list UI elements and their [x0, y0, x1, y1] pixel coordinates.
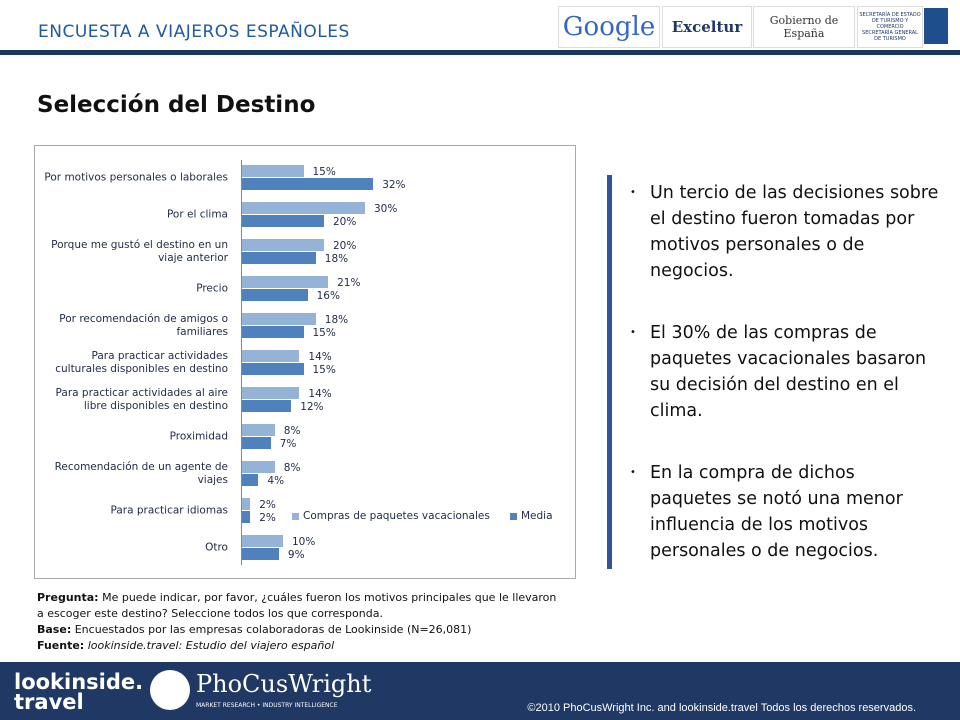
bar — [242, 363, 304, 375]
label: Base: — [37, 623, 72, 636]
bar — [242, 165, 304, 177]
value-label: 10% — [292, 536, 316, 548]
logo-icon — [924, 8, 948, 44]
bar — [242, 424, 275, 436]
bullet-text: • El 30% de las compras de paquetes vacac… — [630, 320, 940, 424]
bar — [242, 548, 279, 560]
logo-text: travel — [14, 690, 84, 714]
chart-frame — [34, 145, 576, 579]
header-title: ENCUESTA A VIAJEROS ESPAÑOLES — [38, 22, 350, 42]
bar — [242, 511, 251, 523]
logo-icon — [150, 670, 190, 710]
bar — [242, 276, 329, 288]
label: Pregunta: — [37, 591, 99, 604]
value-label: 18% — [324, 253, 349, 265]
text: Encuestados por las empresas colaborador… — [74, 623, 472, 636]
value-label: 18% — [324, 314, 349, 326]
category-label: Recomendación de un agente de viajes — [54, 461, 228, 486]
bar — [242, 289, 308, 301]
category-label: Precio — [196, 282, 228, 295]
category-label: Para practicar actividades al aire libre… — [55, 387, 228, 412]
value-label: 8% — [283, 462, 301, 474]
value-label: 9% — [287, 549, 305, 561]
value-label: 12% — [300, 401, 324, 413]
value-label: 14% — [308, 388, 332, 400]
bullet-dot: • — [630, 327, 636, 338]
copyright: ©2010 PhoCusWright Inc. and lookinside.t… — [527, 702, 916, 714]
category-label: Por recomendación de amigos o familiares — [59, 313, 228, 338]
axis-line — [241, 160, 242, 565]
legend-swatch — [510, 513, 517, 520]
value-label: 8% — [283, 425, 301, 437]
value-label: 15% — [312, 364, 336, 376]
category-label: Porque me gustó el destino en un viaje a… — [51, 239, 228, 264]
logo: SECRETARÍA DE ESTADO DE TURISMO Y COMERC… — [857, 6, 923, 48]
bar — [242, 474, 259, 486]
category-label: Proximidad — [169, 430, 228, 443]
footer-logo: lookinside. travel — [14, 670, 144, 714]
value-label: 16% — [316, 290, 340, 302]
bar — [242, 461, 275, 473]
text: lookinside.travel: Estudio del viajero e… — [87, 639, 335, 652]
category-label: Otro — [205, 541, 228, 554]
value-label: 15% — [312, 166, 336, 178]
logo: Exceltur — [662, 6, 752, 48]
header-rule — [0, 50, 960, 55]
bar — [242, 215, 324, 227]
logo-text: SECRETARÍA DE ESTADO DE TURISMO Y COMERC… — [859, 12, 921, 30]
bar — [242, 350, 300, 362]
value-label: 21% — [337, 277, 361, 289]
category-label: Para practicar idiomas — [110, 504, 228, 517]
value-label: 2% — [259, 499, 276, 511]
footer-logo: PhoCusWright — [196, 670, 372, 698]
bar — [242, 313, 316, 325]
logo: Gobierno de España — [753, 6, 855, 48]
footer: lookinside. travel PhoCusWright MARKET R… — [0, 662, 960, 720]
value-label: 4% — [267, 475, 285, 487]
bar — [242, 437, 271, 449]
bar — [242, 535, 283, 547]
bullet-text: • Un tercio de las decisiones sobre el de… — [630, 180, 940, 284]
bullet-dot: • — [630, 187, 636, 198]
logo-text: lookinside. — [14, 670, 144, 694]
value-label: 15% — [312, 327, 336, 339]
category-label: Por motivos personales o laborales — [44, 171, 228, 184]
label: Fuente: — [37, 639, 85, 652]
category-label: Para practicar actividades culturales di… — [55, 350, 228, 375]
value-label: 20% — [333, 216, 357, 228]
legend-label: Media — [521, 510, 553, 522]
bar — [242, 239, 324, 251]
bar — [242, 178, 374, 190]
bar — [242, 202, 365, 214]
bullet-text: • En la compra de dichos paquetes se notó… — [630, 460, 940, 564]
category-label: Por el clima — [166, 208, 228, 221]
slide-title: Selección del Destino — [37, 92, 316, 118]
bar — [242, 387, 300, 399]
bar — [242, 252, 316, 264]
legend-label: Compras de paquetes vacacionales — [303, 510, 490, 522]
bar — [242, 400, 292, 412]
text: Me puede indicar, por favor, ¿cuáles fue… — [37, 591, 557, 620]
bar — [242, 326, 304, 338]
logo: Google — [558, 6, 660, 48]
logo-text: SECRETARÍA GENERAL DE TURISMO — [862, 30, 918, 42]
value-label: 20% — [333, 240, 357, 252]
value-label: 32% — [382, 179, 406, 191]
legend-swatch — [292, 513, 299, 520]
value-label: 7% — [279, 438, 297, 450]
value-label: 14% — [308, 351, 332, 363]
footer-logo-tag: MARKET RESEARCH • INDUSTRY INTELLIGENCE — [196, 702, 338, 709]
bullet-dot: • — [630, 467, 636, 478]
accent-bar — [607, 175, 612, 569]
value-label: 30% — [374, 203, 398, 215]
value-label: 2% — [259, 512, 276, 524]
bar — [242, 498, 251, 510]
footnote: Pregunta: Me puede indicar, por favor, ¿… — [37, 590, 557, 654]
